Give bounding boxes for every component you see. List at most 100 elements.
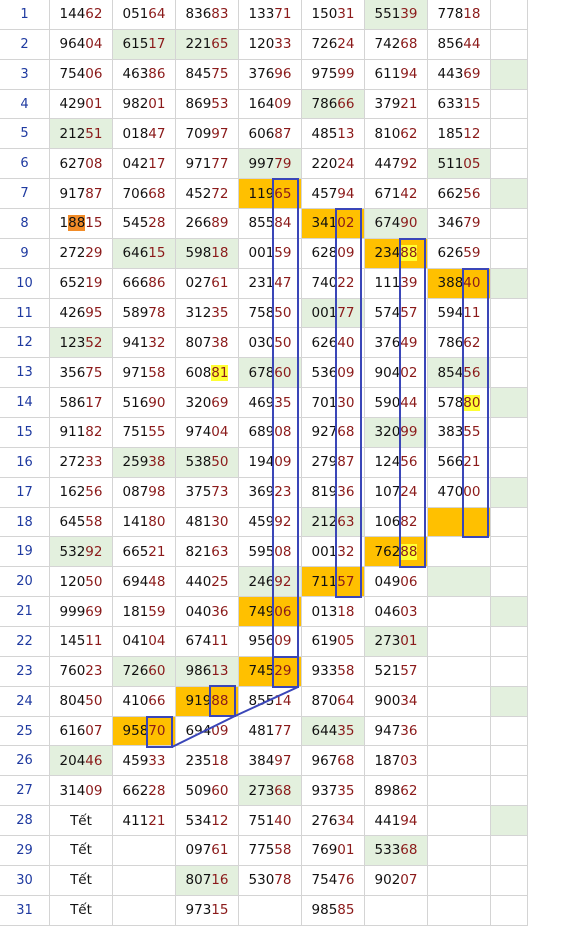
- result-cell: 78662: [428, 328, 491, 359]
- result-cell: 91988: [176, 686, 239, 717]
- number-tail: 21: [400, 96, 418, 112]
- number-head: 689: [248, 424, 275, 441]
- result-cell: [491, 119, 528, 150]
- number-value: 74022: [312, 275, 355, 291]
- number-head: 574: [374, 305, 401, 322]
- result-cell: 85456: [428, 358, 491, 389]
- row-number: 16: [0, 447, 50, 478]
- number-value: 02761: [186, 275, 229, 291]
- number-value: 78666: [312, 96, 355, 112]
- number-value: 37696: [249, 66, 292, 82]
- number-value: 62809: [312, 245, 355, 261]
- number-tail: 60: [148, 663, 166, 680]
- result-cell: 91182: [50, 418, 113, 448]
- number-head: 997: [248, 155, 275, 172]
- number-value: 23147: [249, 275, 292, 291]
- number-value: 53078: [249, 872, 292, 888]
- number-head: 509: [185, 782, 212, 799]
- result-cell: [428, 806, 491, 837]
- result-cell: [491, 865, 528, 896]
- result-cell: [428, 716, 491, 747]
- number-head: 769: [311, 842, 338, 859]
- number-head: 181: [122, 603, 149, 620]
- number-tail: 64: [337, 693, 355, 710]
- number-tail: 88: [400, 543, 418, 560]
- result-cell: 27301: [365, 627, 428, 657]
- number-head: 463: [122, 66, 149, 83]
- number-value: 95870: [123, 723, 166, 739]
- number-value: 97599: [312, 66, 355, 82]
- number-tail: 13: [337, 125, 355, 142]
- number-tail: 57: [400, 305, 418, 322]
- row-number: 19: [0, 537, 50, 568]
- number-tail: 14: [274, 693, 292, 710]
- number-value: 53609: [312, 365, 355, 381]
- result-cell: 64435: [302, 716, 365, 747]
- number-tail: 18: [463, 6, 481, 23]
- result-cell: 76023: [50, 656, 113, 687]
- number-tail: 49: [400, 334, 418, 351]
- number-head: 751: [122, 424, 149, 441]
- number-head: 933: [311, 663, 338, 680]
- number-tail: 32: [148, 334, 166, 351]
- number-value: 19409: [249, 454, 292, 470]
- result-cell: 16409: [239, 89, 302, 120]
- row-number: 21: [0, 597, 50, 628]
- number-value: 01318: [312, 604, 355, 620]
- number-value: 74529: [249, 663, 292, 679]
- number-value: 64558: [60, 514, 103, 530]
- number-tail: 35: [274, 394, 292, 411]
- result-cell: [491, 328, 528, 359]
- result-cell: [428, 746, 491, 777]
- number-value: 74268: [375, 36, 418, 52]
- number-head: 870: [311, 693, 338, 710]
- number-value: 98585: [312, 902, 355, 918]
- number-value: 27368: [249, 783, 292, 799]
- number-head: 426: [59, 305, 86, 322]
- result-cell: [491, 298, 528, 329]
- row-number: 18: [0, 507, 50, 538]
- number-tail: 11: [463, 305, 481, 322]
- result-cell: 61194: [365, 59, 428, 90]
- number-head: 001: [311, 305, 338, 322]
- result-cell: 00159: [239, 238, 302, 269]
- number-head: 633: [437, 96, 464, 112]
- result-cell: 01847: [113, 119, 176, 150]
- number-value: 08798: [123, 484, 166, 500]
- number-head: 666: [122, 275, 149, 292]
- result-cell: 38840: [428, 268, 491, 299]
- number-tail: 44: [463, 36, 481, 53]
- result-cell: [428, 836, 491, 866]
- result-cell: 32069: [176, 388, 239, 419]
- number-tail: 12: [463, 125, 481, 142]
- number-value: 44369: [438, 66, 481, 82]
- number-tail: 55: [148, 424, 166, 441]
- number-value: 91182: [60, 424, 103, 440]
- number-value: 59818: [186, 245, 229, 261]
- number-value: 12033: [249, 36, 292, 52]
- number-tail: 87: [274, 125, 292, 142]
- result-cell: 59411: [428, 298, 491, 329]
- result-cell: 04217: [113, 149, 176, 180]
- result-cell: [113, 865, 176, 896]
- number-value: 14462: [60, 6, 103, 22]
- number-head: 379: [374, 96, 401, 112]
- number-tail: 28: [148, 782, 166, 799]
- number-value: 15031: [312, 6, 355, 22]
- number-head: 124: [374, 454, 401, 471]
- result-cell: [491, 746, 528, 777]
- result-cell: 60687: [239, 119, 302, 150]
- number-head: 164: [248, 96, 275, 112]
- number-tail: 03: [400, 752, 418, 769]
- number-value: 03050: [249, 335, 292, 351]
- number-tail: 57: [400, 663, 418, 680]
- number-value: 53412: [186, 813, 229, 829]
- result-cell: 59508: [239, 537, 302, 568]
- result-cell: 53850: [176, 447, 239, 478]
- row-number: 26: [0, 746, 50, 777]
- number-head: 947: [374, 723, 401, 740]
- result-cell: 97177: [176, 149, 239, 180]
- row-number: 30: [0, 865, 50, 896]
- number-head: 119: [248, 185, 275, 202]
- number-value: 89862: [375, 783, 418, 799]
